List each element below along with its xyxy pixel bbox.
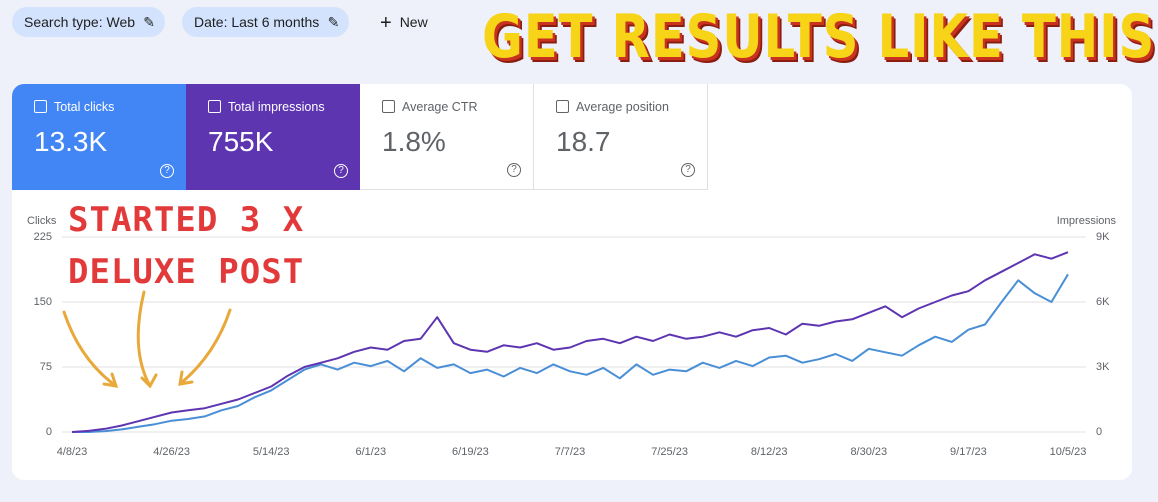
series-line <box>72 273 1069 433</box>
metric-label: Total impressions <box>208 100 338 114</box>
x-tick-label: 9/17/23 <box>950 446 987 458</box>
x-tick-label: 4/8/23 <box>57 446 88 458</box>
metric-tile[interactable]: Average position 18.7? <box>534 84 708 190</box>
metric-value: 755K <box>208 126 274 157</box>
metric-tile[interactable]: Total impressions 755K? <box>186 84 360 190</box>
y-axis-title: Clicks <box>27 215 57 227</box>
new-button[interactable]: + New <box>380 12 428 34</box>
y-tick-label: 0 <box>46 426 52 438</box>
annotation: STARTED 3 X <box>68 200 305 240</box>
x-tick-label: 6/19/23 <box>452 446 489 458</box>
annotation: DELUXE POST <box>68 252 305 292</box>
y2-axis-title: Impressions <box>1057 215 1117 227</box>
help-icon[interactable]: ? <box>507 163 521 177</box>
x-tick-label: 8/30/23 <box>850 446 887 458</box>
performance-card: Total clicks 13.3K? Total impressions 755K… <box>12 84 1132 480</box>
metric-value: 1.8% <box>382 126 446 157</box>
x-tick-label: 8/12/23 <box>751 446 788 458</box>
help-icon[interactable]: ? <box>681 163 695 177</box>
banner-text: GET RESULTS LIKE THIS <box>482 2 1156 72</box>
metric-tile[interactable]: Total clicks 13.3K? <box>12 84 186 190</box>
help-icon[interactable]: ? <box>160 164 174 178</box>
metric-label: Total clicks <box>34 100 164 114</box>
series-line <box>71 251 1069 433</box>
metric-label: Average CTR <box>382 100 511 114</box>
y-tick-label: 225 <box>34 231 52 243</box>
x-tick-label: 6/1/23 <box>356 446 387 458</box>
y2-tick-label: 6K <box>1096 296 1110 308</box>
x-tick-label: 4/26/23 <box>153 446 190 458</box>
x-tick-label: 10/5/23 <box>1050 446 1087 458</box>
metric-tile[interactable]: Average CTR 1.8%? <box>360 84 534 190</box>
filter-chip[interactable]: Search type: Web <box>12 7 166 37</box>
arrows <box>62 290 232 389</box>
y2-tick-label: 0 <box>1096 426 1102 438</box>
y-tick-label: 150 <box>34 296 52 308</box>
filter-chip[interactable]: Date: Last 6 months <box>182 7 350 37</box>
y2-tick-label: 3K <box>1096 361 1110 373</box>
x-tick-label: 5/14/23 <box>253 446 290 458</box>
metric-label: Average position <box>556 100 685 114</box>
new-label: New <box>399 14 428 30</box>
help-icon[interactable]: ? <box>334 164 348 178</box>
y2-tick-label: 9K <box>1096 231 1110 243</box>
y-tick-label: 75 <box>40 361 52 373</box>
metric-value: 18.7 <box>556 126 611 157</box>
metric-value: 13.3K <box>34 126 108 157</box>
x-tick-label: 7/7/23 <box>555 446 586 458</box>
x-tick-label: 7/25/23 <box>651 446 688 458</box>
